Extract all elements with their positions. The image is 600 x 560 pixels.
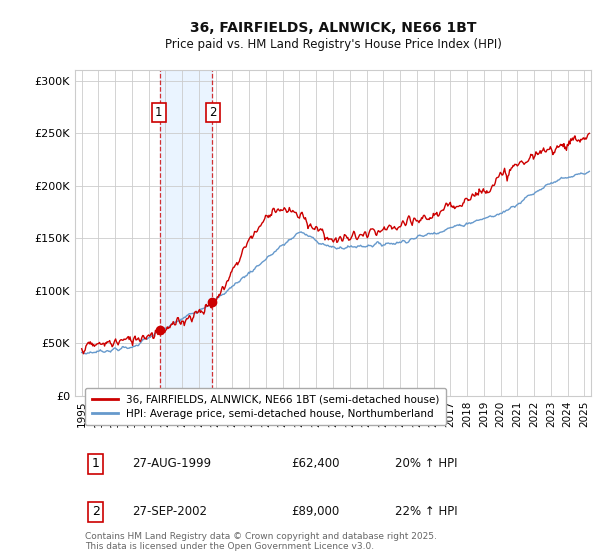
Text: 27-SEP-2002: 27-SEP-2002 bbox=[132, 505, 207, 518]
Text: £89,000: £89,000 bbox=[292, 505, 340, 518]
Text: 2: 2 bbox=[92, 505, 100, 518]
Legend: 36, FAIRFIELDS, ALNWICK, NE66 1BT (semi-detached house), HPI: Average price, sem: 36, FAIRFIELDS, ALNWICK, NE66 1BT (semi-… bbox=[85, 388, 446, 425]
Text: 36, FAIRFIELDS, ALNWICK, NE66 1BT: 36, FAIRFIELDS, ALNWICK, NE66 1BT bbox=[190, 21, 476, 35]
Text: 27-AUG-1999: 27-AUG-1999 bbox=[132, 458, 211, 470]
Text: 1: 1 bbox=[155, 106, 163, 119]
Text: 2: 2 bbox=[209, 106, 217, 119]
Text: 22% ↑ HPI: 22% ↑ HPI bbox=[395, 505, 458, 518]
Text: Contains HM Land Registry data © Crown copyright and database right 2025.
This d: Contains HM Land Registry data © Crown c… bbox=[85, 532, 437, 551]
Text: Price paid vs. HM Land Registry's House Price Index (HPI): Price paid vs. HM Land Registry's House … bbox=[164, 38, 502, 50]
Text: 1: 1 bbox=[92, 458, 100, 470]
Text: £62,400: £62,400 bbox=[292, 458, 340, 470]
Bar bbox=[160, 70, 212, 395]
Text: 20% ↑ HPI: 20% ↑ HPI bbox=[395, 458, 457, 470]
